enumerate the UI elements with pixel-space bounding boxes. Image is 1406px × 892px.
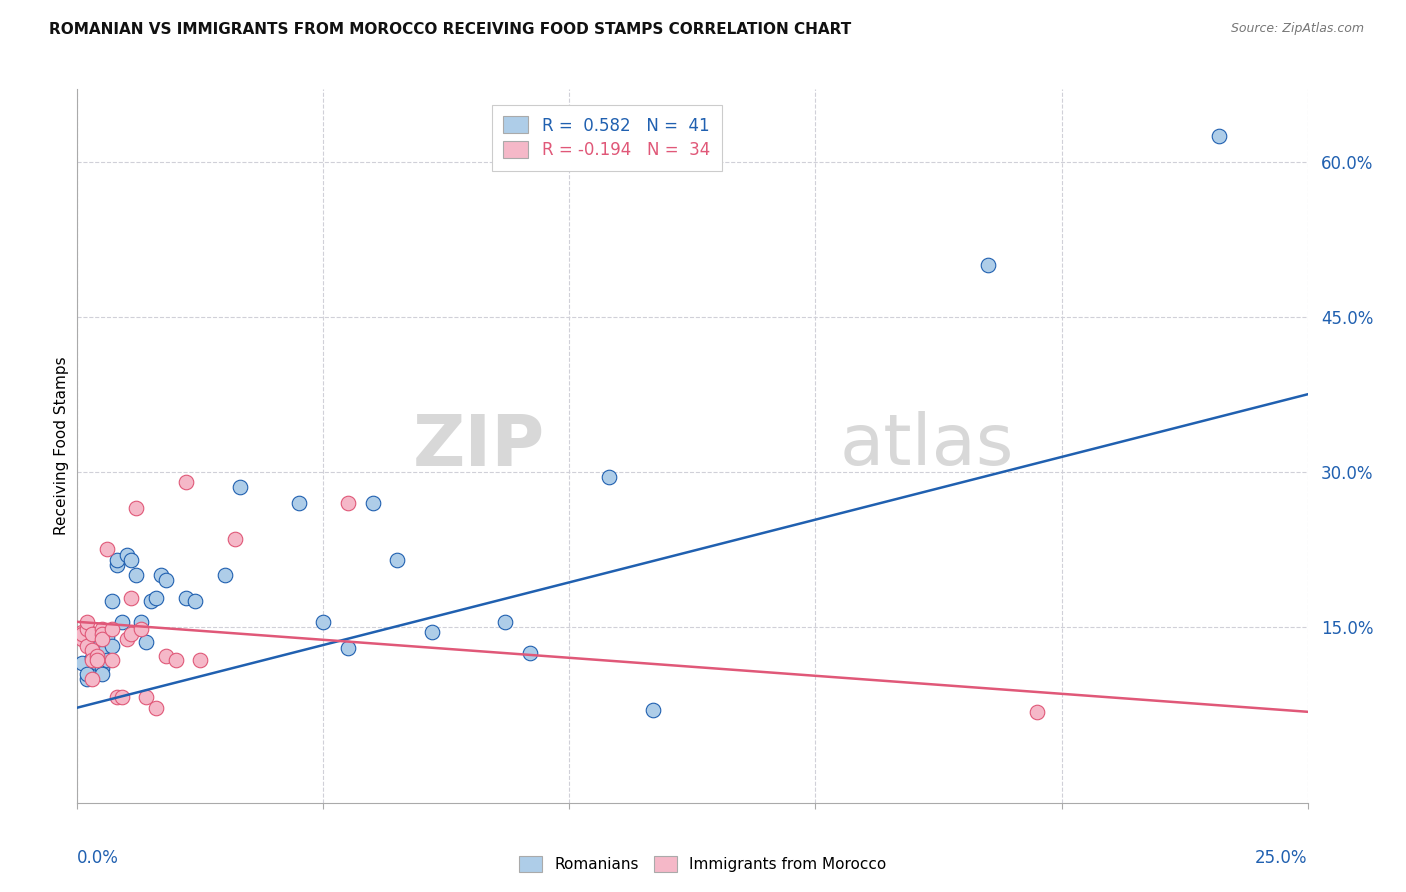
Point (86, 640, 108, 655)
Point (337, 640, 360, 655)
Point (96, 630, 118, 644)
Point (70, 656, 93, 670)
Point (76, 666, 98, 681)
Text: 25.0%: 25.0% (1256, 849, 1308, 867)
Point (174, 591, 197, 605)
Point (129, 622, 153, 636)
Text: atlas: atlas (841, 411, 1015, 481)
Point (86, 653, 108, 667)
Point (385, 553, 409, 567)
Point (76, 615, 98, 629)
Point (135, 635, 157, 649)
Point (121, 553, 143, 567)
Point (105, 690, 128, 705)
Point (598, 470, 620, 484)
Point (86, 656, 108, 670)
Text: 0.0%: 0.0% (77, 849, 120, 867)
Point (495, 615, 517, 629)
Point (86, 648, 108, 663)
Point (1208, 128, 1230, 143)
Point (76, 672, 98, 686)
Point (70, 627, 93, 641)
Point (82, 627, 104, 641)
Point (76, 622, 98, 636)
Point (174, 475, 197, 490)
Point (420, 625, 443, 640)
Point (101, 639, 124, 653)
Point (115, 548, 138, 562)
Point (82, 651, 104, 665)
Point (90, 661, 114, 675)
Text: ROMANIAN VS IMMIGRANTS FROM MOROCCO RECEIVING FOOD STAMPS CORRELATION CHART: ROMANIAN VS IMMIGRANTS FROM MOROCCO RECE… (49, 22, 852, 37)
Point (90, 646, 114, 660)
Point (165, 653, 187, 667)
Point (228, 480, 252, 494)
Point (105, 558, 128, 572)
Point (101, 594, 124, 608)
Point (76, 639, 98, 653)
Point (105, 553, 128, 567)
Point (288, 496, 311, 510)
Point (125, 501, 148, 516)
Point (141, 594, 163, 608)
Point (361, 496, 384, 510)
Point (145, 700, 167, 714)
Point (519, 646, 541, 660)
Point (90, 666, 114, 681)
Point (150, 568, 173, 582)
Point (121, 627, 143, 641)
Point (1026, 705, 1049, 719)
Point (82, 642, 104, 657)
Point (90, 632, 114, 647)
Point (96, 542, 118, 557)
Point (101, 653, 124, 667)
Point (70, 625, 93, 640)
Point (155, 574, 177, 588)
Text: ZIP: ZIP (412, 411, 546, 481)
Point (111, 690, 132, 705)
Point (96, 653, 118, 667)
Point (129, 615, 153, 629)
Point (188, 653, 212, 667)
Point (111, 615, 132, 629)
Point (101, 622, 124, 636)
Legend: Romanians, Immigrants from Morocco: Romanians, Immigrants from Morocco (512, 848, 894, 880)
Point (135, 690, 157, 705)
Point (121, 591, 143, 605)
Point (115, 632, 138, 647)
Point (90, 627, 114, 641)
Point (184, 594, 207, 608)
Point (90, 622, 114, 636)
Text: Source: ZipAtlas.com: Source: ZipAtlas.com (1230, 22, 1364, 36)
Point (643, 703, 665, 717)
Point (155, 648, 177, 663)
Point (312, 615, 335, 629)
Point (145, 591, 167, 605)
Point (82, 653, 104, 667)
Point (977, 258, 1000, 272)
Point (70, 632, 93, 647)
Point (125, 568, 148, 582)
Legend: R =  0.582   N =  41, R = -0.194   N =  34: R = 0.582 N = 41, R = -0.194 N = 34 (492, 104, 721, 171)
Point (337, 496, 360, 510)
Y-axis label: Receiving Food Stamps: Receiving Food Stamps (53, 357, 69, 535)
Point (214, 568, 236, 582)
Point (82, 672, 104, 686)
Point (224, 532, 246, 546)
